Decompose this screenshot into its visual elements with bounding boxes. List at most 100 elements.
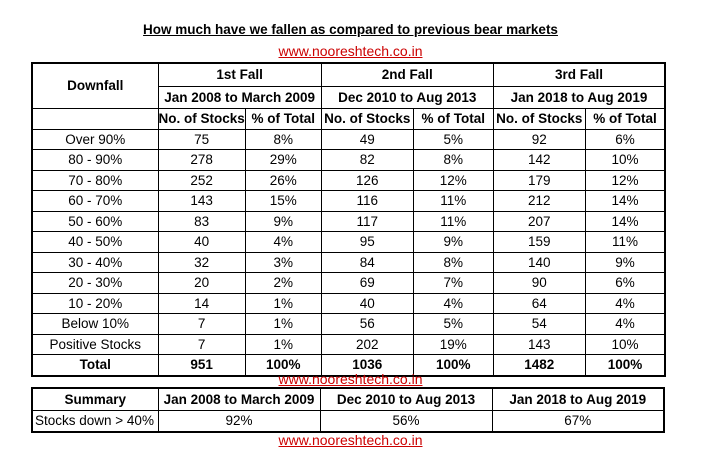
table-cell: 3% <box>244 251 322 273</box>
col-pct-2: % of Total <box>412 107 494 130</box>
summary-value-2: 56% <box>319 409 493 433</box>
table-cell: 29% <box>244 149 322 171</box>
table-cell: 40 <box>320 292 414 314</box>
table-cell: 15% <box>244 190 322 212</box>
table-cell: 14% <box>584 210 666 232</box>
fall-1-header: 1st Fall <box>157 62 322 87</box>
table-cell: 5% <box>412 128 494 150</box>
downfall-range: 60 - 70% <box>31 190 159 212</box>
col-stocks-1: No. of Stocks <box>157 107 246 130</box>
table-cell: 11% <box>412 190 494 212</box>
total-cell: 1036 <box>320 354 414 376</box>
table-cell: 126 <box>320 169 414 191</box>
table-cell: 49 <box>320 128 414 150</box>
table-row: 70 - 80% 252 26% 126 12% 179 12% <box>31 169 666 191</box>
downfall-range: 80 - 90% <box>31 149 159 171</box>
total-cell: 100% <box>584 354 666 376</box>
table-cell: 140 <box>492 251 586 273</box>
table-cell: 8% <box>244 128 322 150</box>
table-cell: 202 <box>320 333 414 355</box>
table-cell: 54 <box>492 313 586 335</box>
table-cell: 69 <box>320 272 414 294</box>
table-row: 10 - 20% 14 1% 40 4% 64 4% <box>31 292 666 314</box>
table-cell: 8% <box>412 149 494 171</box>
bear-market-table: Downfall 1st Fall 2nd Fall 3rd Fall Jan … <box>31 62 667 377</box>
summary-header: Summary <box>31 387 159 411</box>
col-pct-3: % of Total <box>584 107 666 130</box>
table-cell: 10% <box>584 333 666 355</box>
table-row: 20 - 30% 20 2% 69 7% 90 6% <box>31 272 666 294</box>
total-cell: 100% <box>244 354 322 376</box>
downfall-range: Positive Stocks <box>31 333 159 355</box>
downfall-range: 30 - 40% <box>31 251 159 273</box>
table-cell: 8% <box>412 251 494 273</box>
total-cell: 951 <box>157 354 246 376</box>
table-row: 80 - 90% 278 29% 82 8% 142 10% <box>31 149 666 171</box>
summary-value-1: 92% <box>157 409 321 433</box>
downfall-range: 20 - 30% <box>31 272 159 294</box>
table-cell: 212 <box>492 190 586 212</box>
table-cell: 40 <box>157 231 246 253</box>
table-cell: 11% <box>412 210 494 232</box>
table-row: 30 - 40% 32 3% 84 8% 140 9% <box>31 251 666 273</box>
table-cell: 4% <box>584 292 666 314</box>
table-cell: 9% <box>244 210 322 232</box>
fall-3-period: Jan 2018 to Aug 2019 <box>492 85 666 109</box>
table-cell: 159 <box>492 231 586 253</box>
table-cell: 95 <box>320 231 414 253</box>
fall-2-header: 2nd Fall <box>320 62 494 87</box>
table-cell: 6% <box>584 272 666 294</box>
table-cell: 143 <box>157 190 246 212</box>
table-cell: 83 <box>157 210 246 232</box>
website-link-middle[interactable]: www.nooreshtech.co.in <box>278 371 423 387</box>
summary-period-2: Dec 2010 to Aug 2013 <box>319 387 493 411</box>
table-cell: 75 <box>157 128 246 150</box>
downfall-header: Downfall <box>31 62 159 109</box>
downfall-range: 10 - 20% <box>31 292 159 314</box>
table-cell: 32 <box>157 251 246 273</box>
table-cell: 7 <box>157 313 246 335</box>
table-cell: 64 <box>492 292 586 314</box>
table-cell: 84 <box>320 251 414 273</box>
fall-2-period: Dec 2010 to Aug 2013 <box>320 85 494 109</box>
table-cell: 7% <box>412 272 494 294</box>
downfall-range: 40 - 50% <box>31 231 159 253</box>
table-cell: 2% <box>244 272 322 294</box>
table-cell: 92 <box>492 128 586 150</box>
table-row: Below 10% 7 1% 56 5% 54 4% <box>31 313 666 335</box>
table-cell: 252 <box>157 169 246 191</box>
col-pct-1: % of Total <box>244 107 322 130</box>
total-label: Total <box>31 354 159 376</box>
table-cell: 26% <box>244 169 322 191</box>
table-cell: 7 <box>157 333 246 355</box>
downfall-range: 70 - 80% <box>31 169 159 191</box>
col-stocks-2: No. of Stocks <box>320 107 414 130</box>
table-cell: 4% <box>412 292 494 314</box>
table-row: Positive Stocks 7 1% 202 19% 143 10% <box>31 333 666 355</box>
table-cell: 11% <box>584 231 666 253</box>
website-link-top[interactable]: www.nooreshtech.co.in <box>278 43 423 59</box>
table-row: 40 - 50% 40 4% 95 9% 159 11% <box>31 231 666 253</box>
table-cell: 179 <box>492 169 586 191</box>
table-cell: 1% <box>244 292 322 314</box>
table-cell: 9% <box>584 251 666 273</box>
table-cell: 143 <box>492 333 586 355</box>
summary-value-3: 67% <box>491 409 665 433</box>
table-cell: 14% <box>584 190 666 212</box>
table-cell: 117 <box>320 210 414 232</box>
table-row: 60 - 70% 143 15% 116 11% 212 14% <box>31 190 666 212</box>
col-stocks-3: No. of Stocks <box>492 107 586 130</box>
table-cell: 1% <box>244 333 322 355</box>
table-cell: 9% <box>412 231 494 253</box>
website-link-bottom[interactable]: www.nooreshtech.co.in <box>278 432 423 448</box>
table-cell: 278 <box>157 149 246 171</box>
table-cell: 20 <box>157 272 246 294</box>
table-cell: 5% <box>412 313 494 335</box>
table-cell: 1% <box>244 313 322 335</box>
fall-1-period: Jan 2008 to March 2009 <box>157 85 322 109</box>
fall-3-header: 3rd Fall <box>492 62 666 87</box>
table-cell: 14 <box>157 292 246 314</box>
table-cell: 82 <box>320 149 414 171</box>
downfall-range: Below 10% <box>31 313 159 335</box>
summary-table: Summary Jan 2008 to March 2009 Dec 2010 … <box>31 387 665 433</box>
